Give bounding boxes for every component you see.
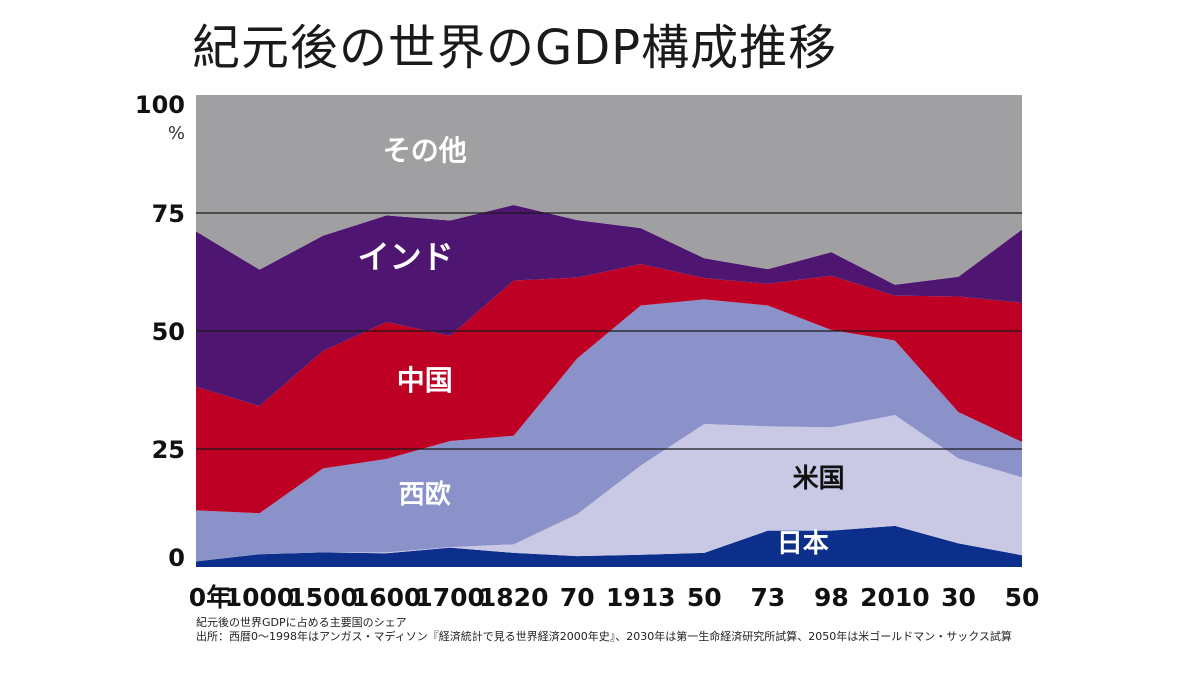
x-tick-label: 73 [750, 583, 785, 612]
area-3 [196, 263, 1022, 514]
series-label-1: 米国 [793, 464, 845, 494]
x-tick-label: 1820 [479, 583, 549, 612]
chart-caption: 紀元後の世界GDPに占める主要国のシェア 出所：西暦0〜1998年はアンガス・マ… [196, 616, 1056, 644]
x-tick-label: 70 [560, 583, 595, 612]
caption-source: 出所：西暦0〜1998年はアンガス・マディソン『経済統計で見る世界経済2000年… [196, 630, 1012, 643]
area-2 [196, 299, 1022, 562]
area-5 [196, 95, 1022, 285]
area-0 [196, 525, 1022, 567]
x-tick-label: 1913 [606, 583, 676, 612]
gridlines [196, 212, 1022, 450]
x-tick-label: 1500 [288, 583, 358, 612]
x-tick-label: 50 [1005, 583, 1040, 612]
y-tick-label: 100 [135, 91, 185, 119]
x-tick-label: 50 [687, 583, 722, 612]
x-tick-label: 1700 [415, 583, 485, 612]
x-tick-label: 98 [814, 583, 849, 612]
area-1 [196, 415, 1022, 562]
series-label-5: その他 [383, 134, 467, 167]
series-label-0: 日本 [777, 529, 829, 559]
series-areas [196, 95, 1022, 567]
x-tick-label: 30 [941, 583, 976, 612]
y-tick-label: 0 [168, 544, 185, 572]
x-tick-label: 1600 [352, 583, 422, 612]
y-axis: 0 25 50 75 100% [135, 91, 185, 572]
y-tick-label: 25 [152, 436, 185, 464]
caption-line-1: 紀元後の世界GDPに占める主要国のシェア [196, 616, 407, 629]
series-label-2: 西欧 [399, 479, 451, 510]
y-tick-label: 75 [152, 200, 185, 228]
y-tick-label: 50 [152, 318, 185, 346]
series-label-3: 中国 [397, 364, 453, 397]
series-label-4: インド [358, 238, 454, 276]
y-unit-label: % [168, 123, 185, 144]
chart-title: 紀元後の世界のGDP構成推移 [192, 20, 838, 76]
area-4 [196, 204, 1022, 407]
x-tick-label: 1000 [225, 583, 295, 612]
x-tick-label: 0年 [189, 583, 231, 612]
x-tick-label: 2010 [860, 583, 930, 612]
